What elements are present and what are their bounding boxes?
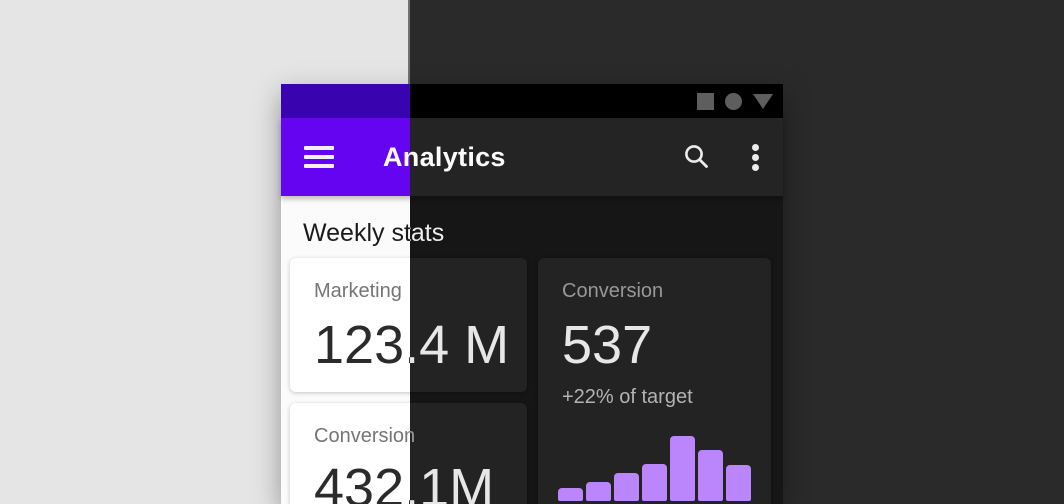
status-bar xyxy=(281,84,410,118)
card-value: 432.1M xyxy=(410,461,503,504)
card-marketing[interactable]: Marketing 123.4 M xyxy=(314,258,527,392)
card-value: 537 xyxy=(562,315,653,375)
chart-bar xyxy=(642,464,667,501)
menu-button[interactable] xyxy=(304,146,334,168)
card-label: Conversion xyxy=(410,425,503,447)
triangle-down-icon xyxy=(753,93,773,109)
card-conversion-total[interactable]: Conversion 432.1M xyxy=(290,403,495,504)
chart-bar xyxy=(614,473,639,501)
chart-bar xyxy=(670,436,695,501)
vertical-dots-overflow-icon xyxy=(752,143,759,151)
card-label: Conversion xyxy=(314,425,416,447)
stats-grid: Marketing 123.4 M Conversion 432.1M Conv… xyxy=(314,258,771,504)
search-button[interactable] xyxy=(682,143,710,171)
card-value: 123.4 M xyxy=(314,315,510,375)
card-marketing[interactable]: Marketing 123.4 M xyxy=(290,258,410,392)
phone-screen: Analytics Weekly stats Mar xyxy=(314,84,783,504)
chart-bar xyxy=(726,465,751,501)
app-bar-title: Analytics xyxy=(383,141,506,172)
overflow-menu-button[interactable] xyxy=(752,143,759,171)
chart-bar xyxy=(586,482,611,501)
phone-screen: Analytics Weekly stats Mar xyxy=(281,84,495,504)
card-value: 123.4 M xyxy=(314,318,410,372)
app-bar: Analytics xyxy=(383,118,783,196)
app-bar: Analytics xyxy=(281,118,410,196)
content-area: Weekly stats Marketing 123.4 M Conversio… xyxy=(281,196,495,504)
app-bar-title: Analytics xyxy=(383,142,410,173)
hamburger-menu-icon xyxy=(304,146,334,150)
conversion-bar-chart xyxy=(558,436,751,501)
chart-bar xyxy=(558,488,583,501)
card-conversion-total[interactable]: Conversion 432.1M xyxy=(410,403,527,504)
card-conversion-chart[interactable]: Conversion 537 +22% of target xyxy=(538,258,771,504)
card-value: 432.1M xyxy=(314,458,495,504)
circle-icon xyxy=(725,92,742,110)
card-label: Marketing xyxy=(314,280,402,302)
section-title: Weekly stats xyxy=(410,219,444,248)
content-area: Weekly stats Marketing 123.4 M Conversio… xyxy=(314,196,783,504)
status-bar xyxy=(410,84,783,118)
section-title: Weekly stats xyxy=(303,219,445,247)
search-icon xyxy=(685,145,708,168)
stats-grid: Marketing 123.4 M Conversion 432.1M Conv… xyxy=(290,258,495,504)
square-icon xyxy=(697,92,714,110)
chart-bar xyxy=(698,450,723,501)
card-subtitle: +22% of target xyxy=(562,386,693,408)
card-label: Conversion xyxy=(562,280,664,302)
